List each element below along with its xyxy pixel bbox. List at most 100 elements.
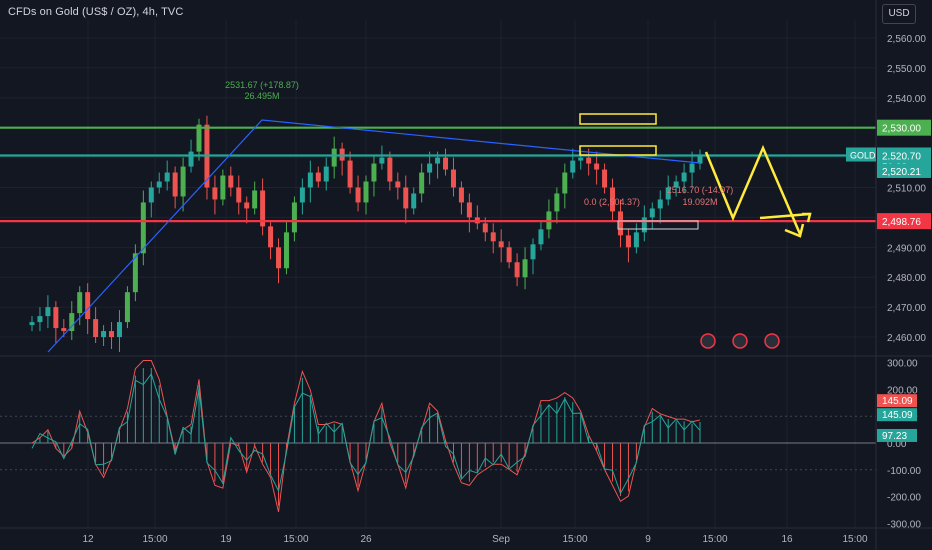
x-tick-label: 9 bbox=[645, 534, 651, 545]
candle-body bbox=[570, 160, 576, 173]
candle-body bbox=[617, 211, 623, 236]
symbol-tag-label: GOLD bbox=[850, 150, 876, 160]
price-tag-label: 2,520.70 bbox=[882, 151, 921, 162]
osc-value-tag bbox=[877, 394, 917, 408]
candle-body bbox=[363, 181, 369, 203]
x-tick-label: 15:00 bbox=[283, 534, 308, 545]
projection-arrowhead bbox=[802, 212, 812, 223]
candle-body bbox=[458, 187, 464, 203]
candle-body bbox=[506, 247, 512, 263]
candle-body bbox=[124, 292, 130, 323]
x-tick-label: 15:00 bbox=[562, 534, 587, 545]
candle-body bbox=[77, 292, 83, 314]
candle-body bbox=[522, 259, 528, 278]
candle-body bbox=[148, 187, 154, 203]
candle-body bbox=[236, 187, 242, 203]
x-tick-label: 16 bbox=[781, 534, 793, 545]
price-tag bbox=[877, 163, 931, 178]
event-icon bbox=[732, 333, 748, 349]
osc-tick-label: 200.00 bbox=[887, 385, 918, 396]
candle-body bbox=[554, 193, 560, 212]
candle-body bbox=[419, 172, 425, 194]
event-icon bbox=[764, 333, 780, 349]
y-tick-label: 2,510.00 bbox=[887, 183, 926, 194]
candle-body bbox=[299, 187, 305, 203]
osc-line-green bbox=[31, 372, 701, 495]
candle-body bbox=[427, 163, 433, 173]
candle-body bbox=[466, 202, 472, 218]
price-tag-label: 2,520.21 bbox=[882, 167, 921, 178]
candle-body bbox=[610, 187, 616, 212]
y-tick-label: 2,490.00 bbox=[887, 243, 926, 254]
x-tick-label: 12 bbox=[82, 534, 94, 545]
osc-tick-label: 0.00 bbox=[887, 439, 907, 450]
oscillator-pane bbox=[0, 360, 876, 513]
horizontal-levels bbox=[0, 126, 876, 223]
candle-body bbox=[212, 187, 218, 200]
x-tick-label: 15:00 bbox=[702, 534, 727, 545]
drawings: 2531.67 (+178.87)26.495M 2516.70 (-14.97)… bbox=[47, 80, 812, 353]
candle-body bbox=[196, 124, 202, 152]
candle-body bbox=[85, 292, 91, 320]
y-tick-label: 2,480.00 bbox=[887, 273, 926, 284]
chart-title: CFDs on Gold (US$ / OZ), 4h, TVC bbox=[8, 6, 184, 18]
y-tick-label: 2,460.00 bbox=[887, 333, 926, 344]
candle-body bbox=[323, 166, 329, 182]
x-tick-label: 19 bbox=[220, 534, 232, 545]
highlight-box bbox=[579, 113, 657, 125]
candle-body bbox=[180, 166, 186, 197]
y-tick-label: 2,470.00 bbox=[887, 303, 926, 314]
candle-body bbox=[371, 163, 377, 182]
annotation-label: 26.495M bbox=[244, 91, 279, 101]
osc-tick-label: 300.00 bbox=[887, 359, 918, 370]
osc-tick-label: -100.00 bbox=[887, 466, 921, 477]
candle-body bbox=[355, 187, 361, 203]
projection-path bbox=[704, 144, 802, 235]
candle-body bbox=[268, 226, 274, 248]
osc-value-label: 145.09 bbox=[882, 396, 913, 407]
candle-body bbox=[116, 322, 122, 338]
projection-arrow bbox=[759, 212, 811, 220]
candle-body bbox=[625, 235, 631, 248]
candle-body bbox=[697, 155, 703, 164]
candle-body bbox=[594, 163, 600, 170]
candle-body bbox=[188, 151, 194, 167]
candle-body bbox=[578, 157, 584, 161]
annotation-label: 2531.67 (+178.87) bbox=[225, 80, 299, 90]
candle-body bbox=[109, 331, 115, 338]
candle-body bbox=[387, 157, 393, 182]
x-tick-label: 15:00 bbox=[842, 534, 867, 545]
candle-body bbox=[132, 253, 138, 293]
candle-body bbox=[276, 247, 282, 269]
currency-button[interactable]: USD bbox=[882, 4, 916, 24]
candle-body bbox=[315, 172, 321, 182]
candle-body bbox=[291, 202, 297, 233]
candle-body bbox=[347, 160, 353, 188]
highlight-box bbox=[617, 220, 699, 230]
candle-body bbox=[220, 175, 226, 200]
candle-body bbox=[331, 148, 337, 167]
price-tag bbox=[877, 119, 931, 136]
candle-body bbox=[93, 319, 99, 338]
candle-body bbox=[482, 223, 488, 233]
osc-tick-label: -300.00 bbox=[887, 519, 921, 530]
annotation-label: 2516.70 (-14.97) bbox=[667, 185, 734, 195]
candle-body bbox=[283, 232, 289, 269]
candle-body bbox=[156, 181, 162, 188]
candle-body bbox=[164, 172, 170, 182]
highlight-box bbox=[579, 145, 657, 156]
candle-body bbox=[435, 157, 441, 164]
candle-body bbox=[562, 172, 568, 194]
event-icon bbox=[700, 333, 716, 349]
candle-body bbox=[602, 169, 608, 188]
y-tick-label: 2,550.00 bbox=[887, 64, 926, 75]
candle-body bbox=[530, 244, 536, 260]
y-tick-label: 2,540.00 bbox=[887, 94, 926, 105]
candle-body bbox=[29, 322, 35, 326]
y-tick-label: 2,560.00 bbox=[887, 34, 926, 45]
symbol-tag bbox=[846, 147, 876, 162]
candle-body bbox=[665, 187, 671, 200]
candle-body bbox=[657, 199, 663, 209]
